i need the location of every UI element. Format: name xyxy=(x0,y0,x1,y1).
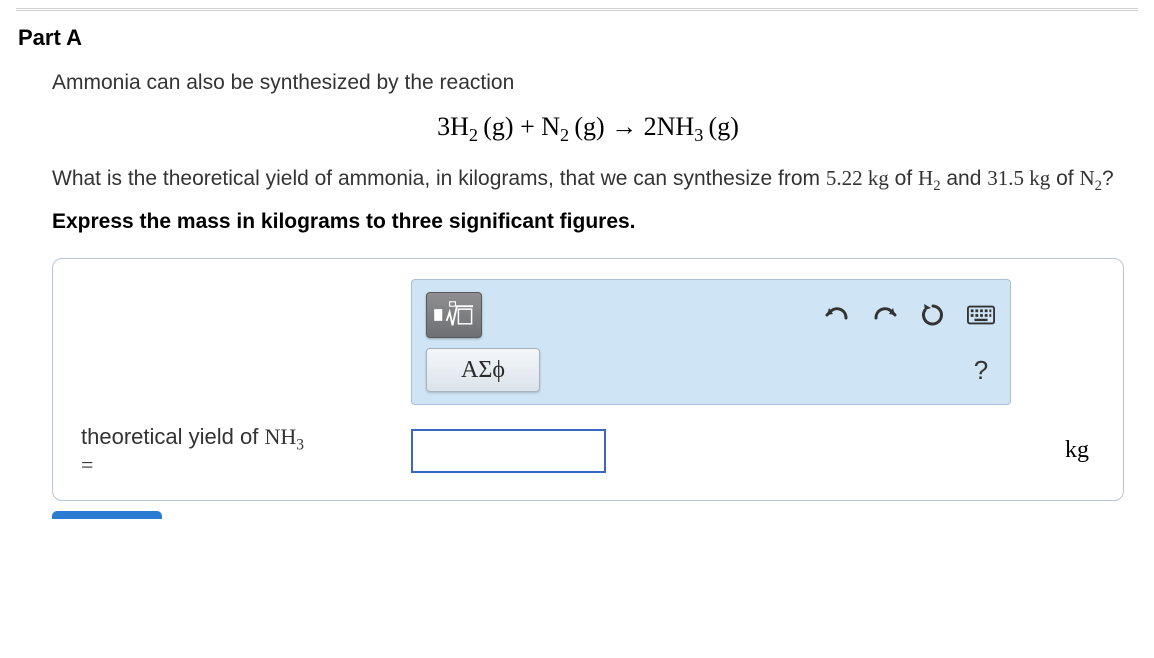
redo-button[interactable] xyxy=(870,300,900,330)
reset-button[interactable] xyxy=(918,300,948,330)
eq-lhs1-coef: 3 xyxy=(437,112,450,141)
keyboard-button[interactable] xyxy=(966,300,996,330)
answer-input[interactable] xyxy=(411,429,606,473)
q-p3: and xyxy=(941,167,988,190)
toolbar-row-1 xyxy=(426,292,996,338)
q-p5: ? xyxy=(1102,167,1114,190)
eq-rhs-phase: (g) xyxy=(709,112,739,141)
answer-line: theoretical yield of NH3 = kg xyxy=(81,423,1095,478)
eq-plus: + xyxy=(514,112,542,141)
greek-symbols-button[interactable]: ΑΣϕ xyxy=(426,348,540,392)
answer-label-sub: 3 xyxy=(296,437,304,454)
eq-lhs1-sub: 2 xyxy=(469,126,478,146)
section-divider xyxy=(16,8,1138,11)
greek-label: ΑΣϕ xyxy=(461,354,505,386)
eq-rhs-formula: NH xyxy=(657,112,695,141)
eq-lhs2-sub: 2 xyxy=(560,126,569,146)
intro-text: Ammonia can also be synthesized by the r… xyxy=(52,69,1124,97)
submit-button-partial[interactable] xyxy=(52,511,162,519)
eq-lhs1-formula: H xyxy=(450,112,469,141)
answer-label-prefix: theoretical yield of xyxy=(81,424,264,449)
fraction-root-icon xyxy=(432,300,476,330)
q-f2-sub: 2 xyxy=(1095,179,1102,195)
chemical-equation: 3H2 (g) + N2 (g) → 2NH3 (g) xyxy=(52,109,1124,144)
answer-label-equals: = xyxy=(81,452,93,477)
q-unit1: kg xyxy=(868,166,889,190)
help-label: ? xyxy=(974,355,988,385)
toolbar-row-2: ΑΣϕ ? xyxy=(426,348,996,392)
template-math-button[interactable] xyxy=(426,292,482,338)
undo-icon xyxy=(824,304,850,326)
keyboard-icon xyxy=(967,305,995,325)
q-p2: of xyxy=(889,167,918,190)
q-f1-sub: 2 xyxy=(933,179,940,195)
q-p1: What is the theoretical yield of ammonia… xyxy=(52,167,826,190)
question-text: What is the theoretical yield of ammonia… xyxy=(52,164,1124,193)
q-f2: N xyxy=(1079,166,1094,190)
q-amount1: 5.22 xyxy=(826,166,868,190)
eq-arrow: → xyxy=(605,112,644,141)
eq-rhs-coef: 2 xyxy=(644,112,657,141)
eq-lhs1-phase: (g) xyxy=(483,112,513,141)
answer-label-formula: NH xyxy=(264,424,296,449)
question-content: Ammonia can also be synthesized by the r… xyxy=(52,69,1124,501)
eq-lhs2-phase: (g) xyxy=(574,112,604,141)
q-f1: H xyxy=(918,166,933,190)
instruction-text: Express the mass in kilograms to three s… xyxy=(52,208,1124,236)
reset-icon xyxy=(920,302,946,328)
eq-lhs2-formula: N xyxy=(541,112,560,141)
answer-unit: kg xyxy=(1065,434,1095,466)
equation-toolbar: ΑΣϕ ? xyxy=(411,279,1011,405)
answer-label: theoretical yield of NH3 = xyxy=(81,423,411,478)
help-button[interactable]: ? xyxy=(966,353,996,388)
q-p4: of xyxy=(1050,167,1079,190)
q-unit2: kg xyxy=(1029,166,1050,190)
part-heading: Part A xyxy=(18,25,1154,51)
undo-button[interactable] xyxy=(822,300,852,330)
redo-icon xyxy=(872,304,898,326)
answer-panel: ΑΣϕ ? theoretical yield of NH3 = kg xyxy=(52,258,1124,501)
q-amount2: 31.5 xyxy=(987,166,1029,190)
eq-rhs-sub: 3 xyxy=(694,126,703,146)
